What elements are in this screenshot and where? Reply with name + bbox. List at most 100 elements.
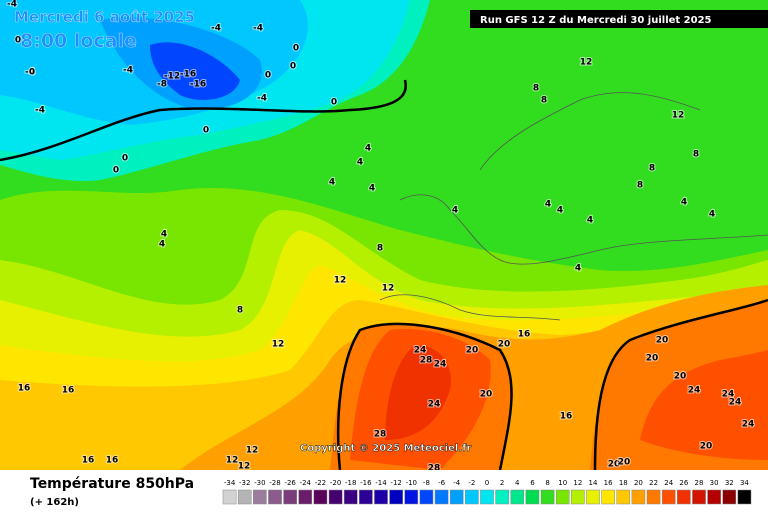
copyright: Copyright © 2025 Meteociel.fr bbox=[300, 443, 471, 454]
scale-label: 34 bbox=[740, 479, 749, 487]
contour-label: 20 bbox=[646, 354, 659, 364]
scale-swatch bbox=[313, 489, 328, 505]
contour-label: 20 bbox=[498, 340, 511, 350]
contour-label: 24 bbox=[428, 400, 441, 410]
scale-swatch bbox=[449, 489, 464, 505]
scale-swatch bbox=[389, 489, 403, 505]
scale-swatch bbox=[434, 489, 449, 505]
scale-label: -16 bbox=[360, 479, 372, 487]
scale-label: -30 bbox=[254, 479, 265, 487]
contour-label: 0 bbox=[331, 98, 337, 108]
contour-label: -8 bbox=[157, 80, 167, 90]
scale-label: 32 bbox=[725, 479, 734, 487]
contour-label: 8 bbox=[237, 306, 243, 316]
scale-swatch bbox=[555, 489, 570, 505]
contour-label: 8 bbox=[541, 96, 547, 106]
contour-label: 28 bbox=[420, 356, 433, 366]
contour-label: -4 bbox=[25, 68, 35, 78]
contour-label: -4 bbox=[253, 24, 263, 34]
contour-label: 4 bbox=[159, 240, 165, 250]
contour-label: 12 bbox=[272, 340, 285, 350]
contour-label: 24 bbox=[434, 360, 447, 370]
contour-label: 20 bbox=[700, 442, 713, 452]
contour-label: 12 bbox=[672, 111, 685, 121]
contour-label: 0 bbox=[265, 71, 271, 81]
scale-swatch bbox=[646, 489, 661, 505]
contour-label: 8 bbox=[637, 181, 643, 191]
contour-label: 20 bbox=[674, 372, 687, 382]
contour-label: 4 bbox=[545, 200, 551, 210]
scale-swatch bbox=[359, 489, 373, 505]
contour-label: 0 bbox=[203, 126, 209, 136]
scale-label: -6 bbox=[438, 479, 446, 487]
contour-label: -4 bbox=[35, 106, 45, 116]
legend-subtitle: (+ 162h) bbox=[30, 497, 79, 508]
contour-label: 0 bbox=[113, 166, 119, 176]
contour-lines bbox=[0, 79, 768, 471]
contour-20-east bbox=[593, 298, 768, 471]
heat-core-inner bbox=[385, 345, 451, 440]
scale-label: -28 bbox=[269, 479, 280, 487]
run-banner bbox=[470, 10, 768, 28]
scale-label: 22 bbox=[649, 479, 658, 487]
scale-swatch bbox=[540, 489, 555, 505]
date: Mercredi 6 août 2025 bbox=[14, 8, 195, 26]
scale-label: -34 bbox=[224, 479, 236, 487]
scale-swatch bbox=[222, 489, 237, 505]
contour-label: 20 bbox=[656, 336, 669, 346]
coastlines bbox=[379, 92, 768, 321]
contour-label: 4 bbox=[357, 158, 363, 168]
scale-label: 0 bbox=[485, 479, 489, 487]
contour-label: 4 bbox=[452, 206, 458, 216]
scale-label: 4 bbox=[515, 479, 520, 487]
scale-label: 8 bbox=[545, 479, 549, 487]
contour-label: 0 bbox=[29, 68, 35, 78]
coast bbox=[399, 194, 768, 265]
scale-label: -10 bbox=[406, 479, 417, 487]
scale-swatch bbox=[677, 489, 691, 505]
scale-label: 24 bbox=[664, 479, 673, 487]
scale-label: -2 bbox=[468, 479, 475, 487]
scale-swatch bbox=[465, 489, 479, 505]
contour-label: -12 bbox=[164, 72, 180, 82]
color-scale: -34 -32 -30 -28 -26 -24 -22 -20 -18 -16 -14 -12 -10-… bbox=[222, 479, 752, 505]
scale-label: 6 bbox=[530, 479, 535, 487]
contour-label: -4 bbox=[7, 0, 17, 10]
contour-label: 4 bbox=[587, 216, 593, 226]
scale-swatch bbox=[328, 489, 343, 505]
scale-swatch bbox=[616, 489, 631, 505]
scale-swatch bbox=[631, 489, 646, 505]
contour-label: -4 bbox=[123, 66, 133, 76]
scale-label: 12 bbox=[573, 479, 582, 487]
cold-core-inner bbox=[150, 42, 240, 100]
contour-label: 24 bbox=[729, 398, 742, 408]
scale-swatch bbox=[298, 489, 313, 505]
contour-label: 8 bbox=[377, 244, 383, 254]
contour-label: 16 bbox=[518, 330, 531, 340]
legend-title: Température 850hPa bbox=[30, 476, 194, 492]
contour-label: 4 bbox=[709, 210, 715, 220]
scale-label: -8 bbox=[423, 479, 430, 487]
contour-label: 16 bbox=[82, 456, 95, 466]
scale-label: -24 bbox=[300, 479, 312, 487]
contour-label: 4 bbox=[369, 184, 375, 194]
contour-label: 4 bbox=[161, 230, 167, 240]
contour-label: 0 bbox=[290, 62, 296, 72]
contour-label: 24 bbox=[722, 390, 735, 400]
scale-label: 2 bbox=[500, 479, 504, 487]
scale-swatch bbox=[692, 489, 706, 505]
coast bbox=[479, 92, 701, 171]
contour-label: 20 bbox=[466, 346, 479, 356]
contour-label: 4 bbox=[365, 144, 371, 154]
scale-label: 18 bbox=[619, 479, 628, 487]
contour-label: 4 bbox=[681, 198, 687, 208]
scale-swatch bbox=[707, 489, 721, 505]
contour-label: -4 bbox=[257, 94, 267, 104]
scale-swatch bbox=[586, 489, 600, 505]
scale-label: -14 bbox=[375, 479, 387, 487]
contour-label: 24 bbox=[688, 386, 701, 396]
contour-label: 12 bbox=[238, 462, 251, 472]
scale-swatch bbox=[283, 489, 297, 505]
scale-label: -32 bbox=[239, 479, 250, 487]
scale-swatch bbox=[480, 489, 494, 505]
